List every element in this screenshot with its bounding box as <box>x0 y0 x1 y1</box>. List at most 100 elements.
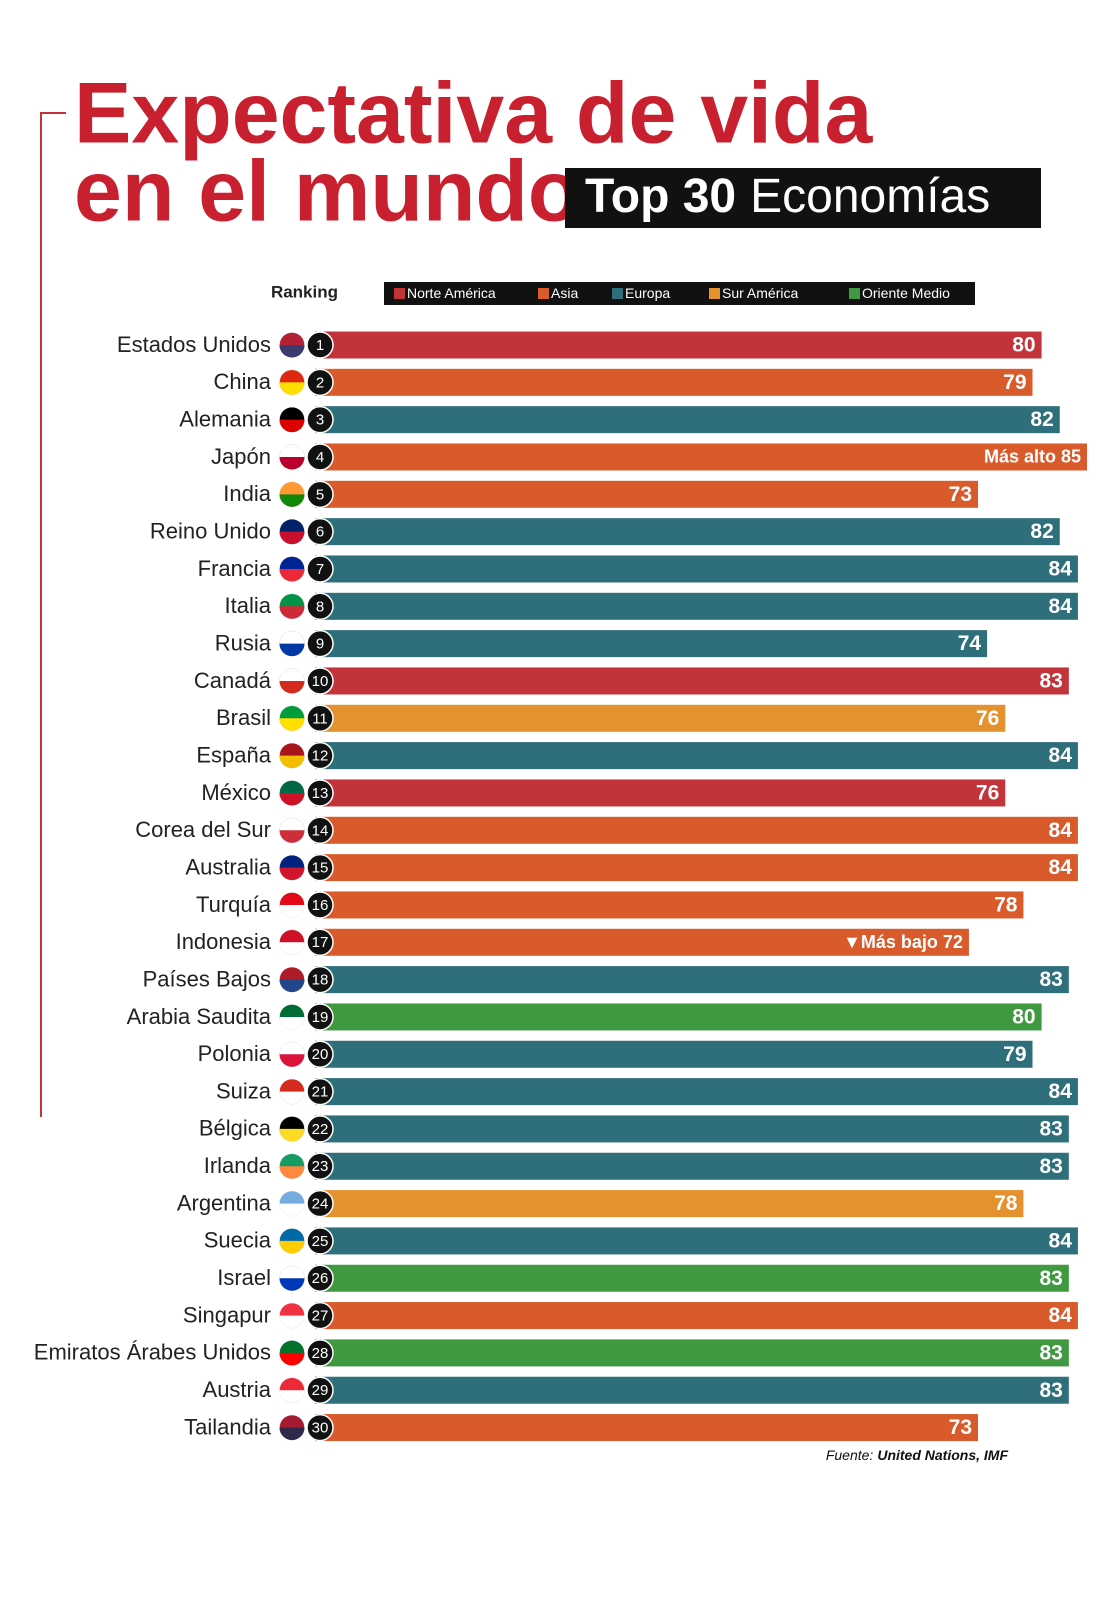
rank-label: 18 <box>312 972 329 989</box>
flag-detail <box>279 1128 305 1142</box>
flag-detail <box>279 345 305 358</box>
rank-label: 3 <box>316 412 324 429</box>
rank-label: 29 <box>312 1382 329 1399</box>
rank-badge <box>306 1227 334 1255</box>
category-label: Italia <box>225 593 272 618</box>
bar <box>315 1078 1078 1106</box>
category-label: Argentina <box>177 1190 272 1215</box>
category-label: Japón <box>211 444 271 469</box>
rank-badge <box>306 667 334 695</box>
rank-badge <box>306 405 334 434</box>
rank-badge <box>306 368 334 397</box>
bar <box>315 1302 1078 1330</box>
flag-detail <box>279 494 305 507</box>
rank-badge <box>306 928 334 957</box>
legend-swatch <box>709 288 720 299</box>
value-label: 73 <box>949 483 972 506</box>
flag-detail <box>279 1091 305 1105</box>
subtitle-box <box>565 168 1041 228</box>
rank-label: 26 <box>312 1270 329 1287</box>
flag-detail <box>279 1203 305 1217</box>
bar <box>315 966 1069 994</box>
rank-label: 23 <box>312 1158 329 1175</box>
rank-label: 15 <box>312 860 329 877</box>
value-label: 84 <box>1049 595 1073 618</box>
legend-label: Sur América <box>722 285 798 301</box>
category-label: Austria <box>203 1377 272 1402</box>
bar <box>315 480 979 508</box>
value-label: 84 <box>1049 1304 1073 1327</box>
rank-label: 14 <box>312 822 329 839</box>
rank-badge <box>306 517 334 546</box>
flag-detail <box>279 942 305 955</box>
value-label: 78 <box>994 1192 1018 1215</box>
rank-label: 30 <box>312 1420 329 1437</box>
bar <box>315 331 1042 359</box>
value-label: 73 <box>949 1416 972 1439</box>
rank-badge <box>306 1115 334 1143</box>
value-label: 76 <box>976 707 999 730</box>
rank-label: 22 <box>312 1121 329 1138</box>
flag-detail <box>279 643 305 657</box>
value-label: ▼Más bajo 72 <box>843 932 963 952</box>
bar <box>315 518 1060 546</box>
value-label: 84 <box>1049 1080 1073 1103</box>
rank-badge <box>306 555 334 583</box>
rank-badge <box>306 480 334 509</box>
legend-swatch <box>849 288 860 299</box>
legend-label: Oriente Medio <box>862 285 950 301</box>
rank-badge <box>306 1264 334 1292</box>
flag-detail <box>279 904 305 918</box>
subtitle-bold: Top 30 <box>585 170 736 223</box>
rank-badge <box>306 853 334 882</box>
category-label: Reino Unido <box>150 518 271 543</box>
rank-badge <box>306 592 334 621</box>
rank-label: 21 <box>312 1084 329 1101</box>
value-label: Más alto 85 <box>984 447 1081 467</box>
flag-detail <box>279 830 305 843</box>
legend-box <box>384 282 975 305</box>
rank-badge <box>306 816 334 845</box>
flag-detail <box>279 1278 305 1291</box>
flag-detail <box>279 1054 305 1067</box>
value-label: 79 <box>1003 1043 1026 1066</box>
value-label: 83 <box>1039 1379 1062 1402</box>
value-label: 82 <box>1030 408 1053 431</box>
rank-label: 24 <box>312 1196 329 1213</box>
frame-line <box>40 112 66 1117</box>
bar <box>315 928 969 956</box>
rank-label: 8 <box>316 598 324 615</box>
value-label: 83 <box>1039 1155 1062 1178</box>
rank-badge <box>306 741 334 770</box>
flag-detail <box>279 568 305 582</box>
value-label: 80 <box>1012 1005 1035 1028</box>
flag-detail <box>279 1315 305 1329</box>
bar <box>315 1003 1042 1031</box>
bar <box>315 406 1060 434</box>
flag-detail <box>279 382 305 395</box>
legend-swatch <box>612 288 623 299</box>
rank-badge <box>306 443 334 471</box>
rank-label: 28 <box>312 1345 329 1362</box>
flag-detail <box>279 1427 305 1441</box>
rank-label: 1 <box>316 337 324 354</box>
bar <box>315 854 1078 882</box>
bar <box>315 704 1006 732</box>
rank-badge <box>306 1040 334 1069</box>
bar <box>315 816 1078 844</box>
value-label: 76 <box>976 782 999 805</box>
bar <box>315 891 1024 919</box>
subtitle-light: Economías <box>750 170 990 223</box>
rank-badge <box>306 331 334 359</box>
rank-badge <box>306 1003 334 1031</box>
rank-label: 10 <box>312 673 329 690</box>
category-label: Alemania <box>179 406 271 431</box>
rank-label: 12 <box>312 748 329 765</box>
rank-badge <box>306 1152 334 1181</box>
flag-detail <box>279 718 305 731</box>
category-label: Australia <box>185 854 271 879</box>
category-label: Brasil <box>216 705 271 730</box>
legend-swatch <box>394 288 405 299</box>
rank-label: 13 <box>312 785 329 802</box>
